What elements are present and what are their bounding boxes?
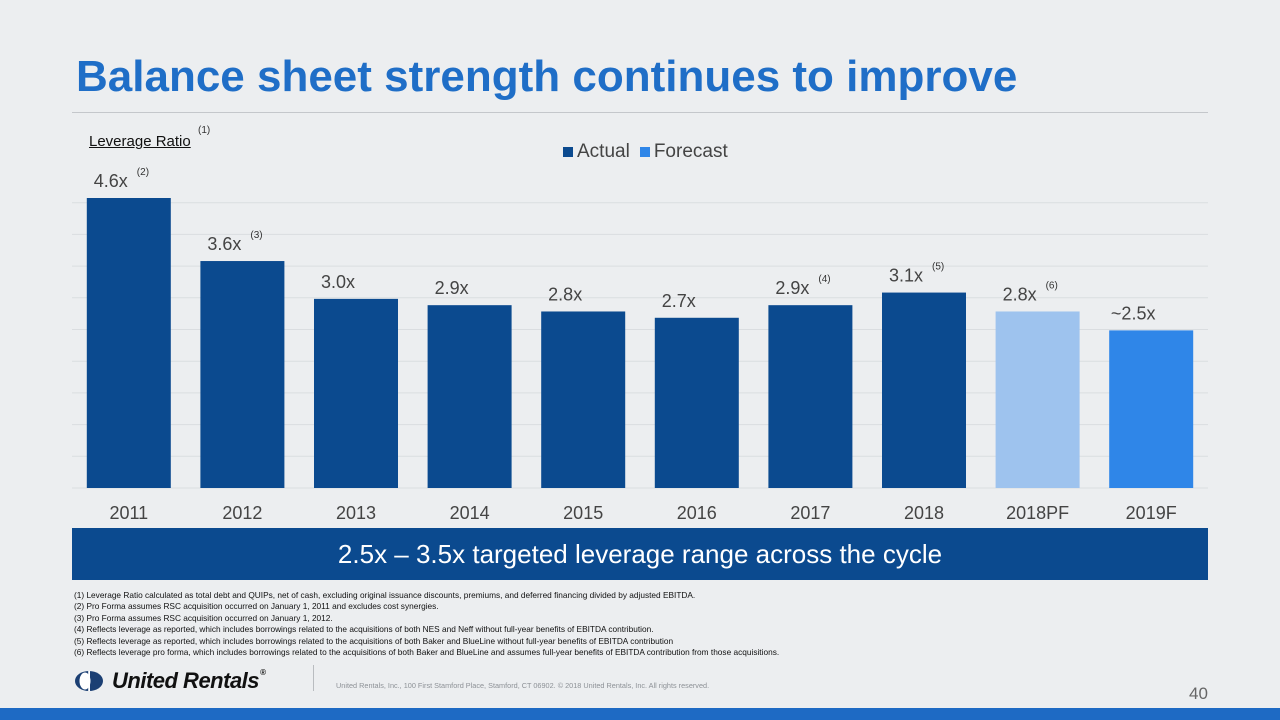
logo-mark-icon — [75, 671, 103, 691]
x-tick-2014: 2014 — [450, 503, 490, 523]
bar-2013 — [314, 298, 398, 488]
bar-2016 — [654, 317, 739, 488]
footnote-6: (6) Reflects leverage pro forma, which i… — [74, 647, 780, 658]
bar-2011 — [86, 198, 171, 488]
bar-2012 — [200, 261, 285, 488]
footnote-5: (5) Reflects leverage as reported, which… — [74, 635, 674, 646]
y-axis-label-footnote-ref: (1) — [198, 125, 211, 136]
x-tick-2015: 2015 — [563, 503, 603, 523]
page-number: 40 — [1189, 684, 1208, 703]
united-rentals-logo: United Rentals® — [74, 668, 266, 694]
leverage-bar-chart: 4.6x (2) 2011 3.6x (3) 2012 3.0x 2013 2.9x 2014 2.… — [72, 167, 1208, 523]
data-label-2012: 3.6x — [207, 234, 241, 254]
data-label-2014: 2.9x — [435, 278, 469, 298]
footer-separator — [313, 665, 314, 691]
data-label-2016: 2.7x — [662, 291, 696, 311]
data-label-footnote-2011: (2) — [137, 167, 149, 178]
x-tick-2019F: 2019F — [1126, 503, 1177, 523]
bar-2018 — [882, 292, 966, 488]
bar-2019F — [1109, 330, 1194, 488]
data-label-2019F: ~2.5x — [1111, 303, 1156, 323]
copyright-text: United Rentals, Inc., 100 First Stamford… — [336, 681, 710, 690]
x-tick-2011: 2011 — [109, 503, 148, 523]
page-title: Balance sheet strength continues to impr… — [76, 52, 1018, 101]
bar-2014 — [427, 305, 512, 488]
footnote-3: (3) Pro Forma assumes RSC acquisition oc… — [74, 612, 333, 623]
legend-swatch-forecast — [639, 147, 650, 157]
data-label-2018PF: 2.8x — [1003, 284, 1037, 304]
data-label-2011: 4.6x — [94, 171, 128, 191]
x-tick-2018PF: 2018PF — [1006, 503, 1069, 523]
target-range-text: 2.5x – 3.5x targeted leverage range acro… — [337, 538, 943, 569]
x-tick-2016: 2016 — [677, 503, 717, 523]
footnotes: (1) Leverage Ratio calculated as total d… — [74, 590, 779, 658]
data-label-2018: 3.1x — [889, 266, 923, 286]
legend-label-forecast: Forecast — [653, 141, 728, 162]
bar-2018PF — [995, 311, 1080, 488]
footnote-4: (4) Reflects leverage as reported, which… — [74, 624, 654, 635]
data-label-footnote-2017: (4) — [818, 274, 830, 285]
data-label-footnote-2018: (5) — [932, 262, 944, 273]
x-tick-2012: 2012 — [222, 503, 262, 523]
bottom-accent-bar — [0, 708, 1280, 720]
legend-label-actual: Actual — [577, 141, 630, 162]
bar-2017 — [768, 305, 853, 488]
legend-item-actual: Actual — [563, 141, 630, 163]
chart-legend: Actual Forecast — [563, 141, 738, 163]
x-tick-2018: 2018 — [904, 503, 944, 523]
bar-2015 — [541, 311, 626, 488]
x-tick-2017: 2017 — [790, 503, 830, 523]
x-tick-2013: 2013 — [336, 503, 376, 523]
data-label-2017: 2.9x — [775, 278, 809, 298]
legend-item-forecast: Forecast — [639, 141, 728, 163]
data-label-footnote-2012: (3) — [250, 230, 262, 241]
footnote-1: (1) Leverage Ratio calculated as total d… — [74, 590, 696, 600]
target-range-banner: 2.5x – 3.5x targeted leverage range acro… — [72, 528, 1208, 580]
y-axis-label: Leverage Ratio — [89, 133, 191, 150]
footnote-2: (2) Pro Forma assumes RSC acquisition oc… — [74, 601, 439, 612]
data-label-2013: 3.0x — [321, 272, 355, 292]
logo-wordmark: United Rentals® — [112, 668, 266, 693]
title-divider — [72, 112, 1208, 113]
data-label-footnote-2018PF: (6) — [1046, 280, 1058, 291]
legend-swatch-actual — [563, 147, 573, 157]
data-label-2015: 2.8x — [548, 284, 582, 304]
